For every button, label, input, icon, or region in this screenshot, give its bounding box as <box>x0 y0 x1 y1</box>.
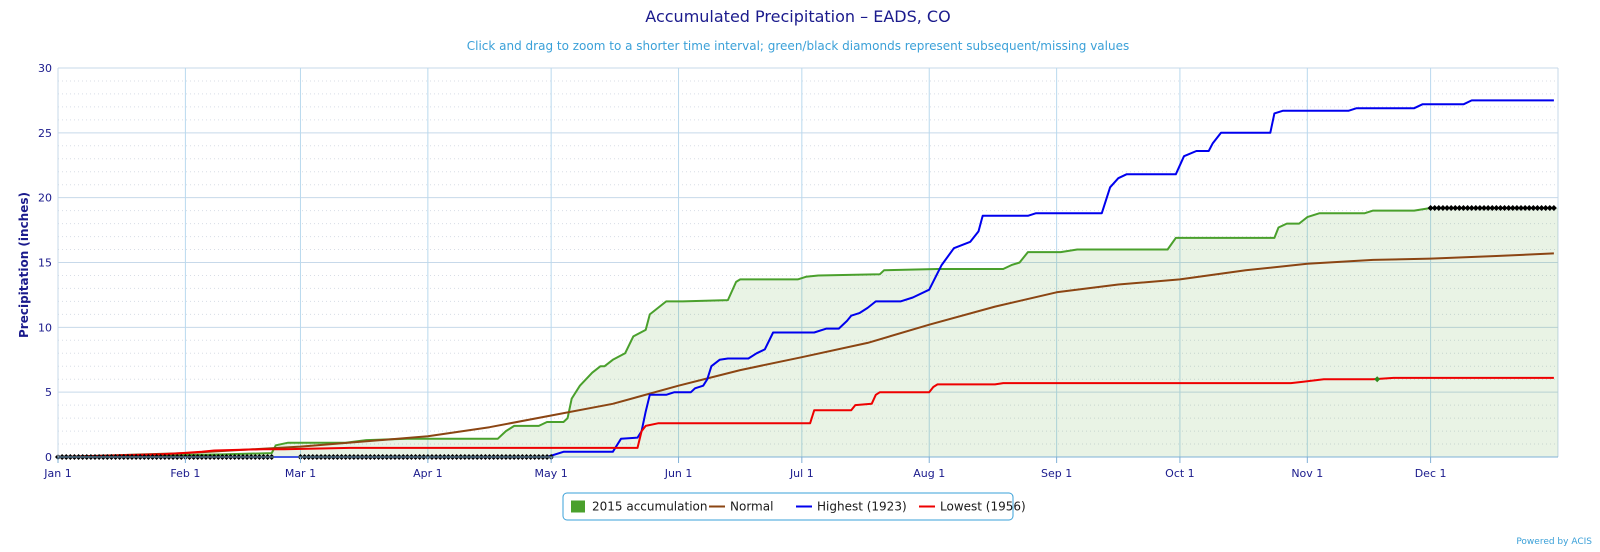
missing-value-marker <box>1509 205 1516 212</box>
missing-value-marker <box>1444 205 1451 212</box>
x-tick-label: Nov 1 <box>1291 467 1323 480</box>
missing-value-marker <box>1522 205 1529 212</box>
missing-value-marker <box>1476 205 1483 212</box>
x-tick-label: Oct 1 <box>1165 467 1195 480</box>
missing-value-marker <box>1513 205 1520 212</box>
series-line-1[interactable] <box>57 252 1554 458</box>
legend-swatch <box>571 500 585 513</box>
y-tick-label: 10 <box>38 321 52 334</box>
missing-value-marker <box>1435 205 1442 212</box>
legend-item-label[interactable]: Highest (1923) <box>817 500 907 514</box>
missing-value-marker <box>1481 205 1488 212</box>
series-line-3[interactable] <box>57 376 1554 458</box>
series-line-0[interactable] <box>58 207 1431 458</box>
missing-value-marker <box>1518 205 1525 212</box>
missing-value-marker <box>1546 205 1553 212</box>
x-tick-label: Sep 1 <box>1041 467 1072 480</box>
missing-value-marker <box>1489 205 1496 212</box>
x-tick-label: Aug 1 <box>913 467 945 480</box>
x-tick-label: Jul 1 <box>789 467 814 480</box>
missing-value-marker <box>1460 205 1467 212</box>
missing-value-marker <box>1526 205 1533 212</box>
x-tick-label: Mar 1 <box>285 467 316 480</box>
y-tick-label: 30 <box>38 62 52 75</box>
missing-value-marker <box>1501 205 1508 212</box>
missing-value-marker <box>1493 205 1500 212</box>
missing-value-marker <box>1427 205 1434 212</box>
series-lines <box>57 99 1554 458</box>
missing-value-marker <box>1431 205 1438 212</box>
y-axis-label: Precipitation (inches) <box>17 192 31 338</box>
credit-link[interactable]: Powered by ACIS <box>1516 537 1592 547</box>
chart-subtitle: Click and drag to zoom to a shorter time… <box>467 39 1129 53</box>
missing-value-marker <box>1452 205 1459 212</box>
y-tick-label: 20 <box>38 192 52 205</box>
legend-item-label[interactable]: Normal <box>730 500 773 514</box>
missing-value-marker <box>1505 205 1512 212</box>
series-line-2[interactable] <box>58 99 1554 458</box>
missing-value-marker <box>1534 205 1541 212</box>
chart-title: Accumulated Precipitation – EADS, CO <box>645 7 950 26</box>
missing-value-marker <box>1530 205 1537 212</box>
legend-box <box>562 492 1014 521</box>
y-tick-label: 15 <box>38 257 52 270</box>
y-tick-label: 5 <box>45 386 52 399</box>
y-tick-label: 0 <box>45 451 52 464</box>
x-tick-label: Jun 1 <box>664 467 693 480</box>
missing-value-marker <box>1538 205 1545 212</box>
x-tick-label: Jan 1 <box>43 467 71 480</box>
missing-value-marker <box>1456 205 1463 212</box>
x-tick-label: Apr 1 <box>413 467 443 480</box>
x-tick-label: Feb 1 <box>170 467 200 480</box>
missing-value-marker <box>1439 205 1446 212</box>
missing-value-marker <box>1468 205 1475 212</box>
missing-value-marker <box>1550 205 1557 212</box>
subsequent-value-marker <box>1374 376 1381 383</box>
legend-item-label[interactable]: 2015 accumulation <box>592 500 707 514</box>
missing-value-marker <box>1472 205 1479 212</box>
missing-value-marker <box>1542 205 1549 212</box>
legend: 2015 accumulation Normal Highest (1923) Low… <box>562 492 1026 521</box>
axes: 0 5 10 15 20 25 30 Jan 1 Feb 1 Mar 1 Apr 1 May 1 Jun… <box>38 62 1558 480</box>
legend-item-label[interactable]: Lowest (1956) <box>940 500 1026 514</box>
y-tick-label: 25 <box>38 127 52 140</box>
x-tick-label: Dec 1 <box>1415 467 1447 480</box>
missing-value-marker <box>1485 205 1492 212</box>
missing-value-marker <box>1448 205 1455 212</box>
x-tick-label: May 1 <box>535 467 568 480</box>
missing-value-marker <box>1497 205 1504 212</box>
missing-value-marker <box>1464 205 1471 212</box>
